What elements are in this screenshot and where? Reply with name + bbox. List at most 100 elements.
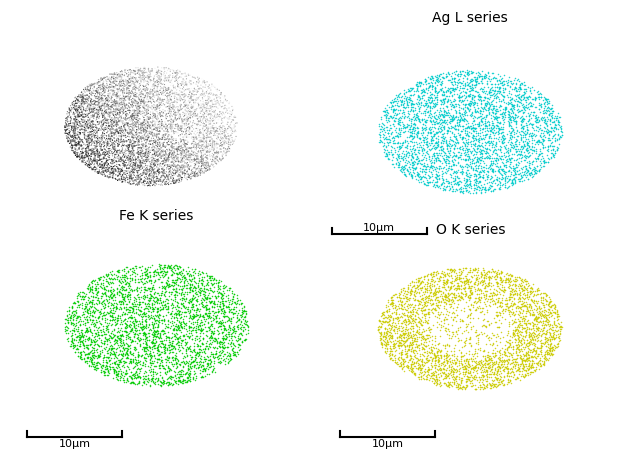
Point xyxy=(236,331,246,338)
Point xyxy=(462,323,472,330)
Point xyxy=(61,114,72,121)
Point xyxy=(222,317,232,324)
Point xyxy=(476,181,486,189)
Point xyxy=(418,349,429,356)
Point xyxy=(508,359,518,366)
Point xyxy=(160,87,170,95)
Point xyxy=(201,160,211,167)
Point xyxy=(197,158,207,165)
Point xyxy=(186,323,196,331)
Point xyxy=(510,348,520,355)
Point xyxy=(172,71,182,78)
Point xyxy=(139,375,149,382)
Point xyxy=(173,308,184,315)
Point xyxy=(173,325,184,332)
Point xyxy=(157,75,167,82)
Point xyxy=(230,116,240,123)
Point xyxy=(141,339,151,346)
Point xyxy=(126,69,136,76)
Point xyxy=(414,300,424,307)
Point xyxy=(116,155,126,162)
Point xyxy=(115,337,125,344)
Point xyxy=(443,127,453,134)
Point xyxy=(102,115,112,123)
Point xyxy=(166,153,176,160)
Point xyxy=(157,68,167,75)
Point xyxy=(216,326,226,333)
Point xyxy=(187,326,197,333)
Point xyxy=(438,135,448,142)
Point xyxy=(128,112,139,119)
Point xyxy=(174,285,184,293)
Point xyxy=(500,182,510,189)
Point xyxy=(206,120,216,128)
Point xyxy=(199,78,210,85)
Point xyxy=(208,105,218,112)
Point xyxy=(118,106,128,113)
Point xyxy=(181,73,191,80)
Point xyxy=(141,90,151,97)
Point xyxy=(504,99,514,106)
Point xyxy=(452,276,462,283)
Point xyxy=(207,273,217,280)
Point xyxy=(518,103,529,110)
Point xyxy=(449,152,459,159)
Point xyxy=(80,132,90,139)
Point xyxy=(198,141,208,148)
Point xyxy=(220,135,230,142)
Point xyxy=(202,159,212,166)
Point xyxy=(433,367,443,374)
Point xyxy=(488,267,498,275)
Point xyxy=(113,364,123,371)
Point xyxy=(130,138,140,145)
Point xyxy=(196,373,206,381)
Point xyxy=(461,166,472,174)
Point xyxy=(400,321,410,328)
Point xyxy=(456,285,466,292)
Point xyxy=(161,305,171,312)
Point xyxy=(106,312,116,319)
Point xyxy=(112,376,122,383)
Point xyxy=(404,129,415,136)
Point xyxy=(448,165,458,172)
Point xyxy=(402,290,412,297)
Point xyxy=(464,276,474,283)
Point xyxy=(436,116,446,124)
Point xyxy=(160,344,170,351)
Point xyxy=(479,368,489,376)
Point xyxy=(491,154,501,161)
Point xyxy=(469,279,479,286)
Point xyxy=(184,344,194,351)
Point xyxy=(98,156,108,163)
Point xyxy=(117,277,127,284)
Point xyxy=(143,353,153,360)
Point xyxy=(194,95,204,102)
Point xyxy=(396,331,406,338)
Point xyxy=(495,303,505,310)
Point xyxy=(84,106,94,113)
Point xyxy=(81,110,91,118)
Point xyxy=(438,145,448,152)
Point xyxy=(123,290,133,297)
Point xyxy=(125,180,135,188)
Point xyxy=(430,367,440,374)
Point xyxy=(179,75,189,83)
Point xyxy=(204,313,214,320)
Point xyxy=(223,98,233,105)
Point xyxy=(511,160,521,167)
Point xyxy=(153,161,163,168)
Point xyxy=(439,98,449,106)
Point xyxy=(224,101,234,108)
Point xyxy=(458,363,468,370)
Point xyxy=(172,78,182,86)
Point xyxy=(124,321,134,328)
Point xyxy=(511,318,521,326)
Point xyxy=(90,143,100,151)
Point xyxy=(130,102,141,109)
Point xyxy=(209,157,219,165)
Point xyxy=(180,140,191,147)
Point xyxy=(411,80,421,87)
Point xyxy=(237,299,248,307)
Point xyxy=(168,66,178,74)
Point xyxy=(118,171,128,178)
